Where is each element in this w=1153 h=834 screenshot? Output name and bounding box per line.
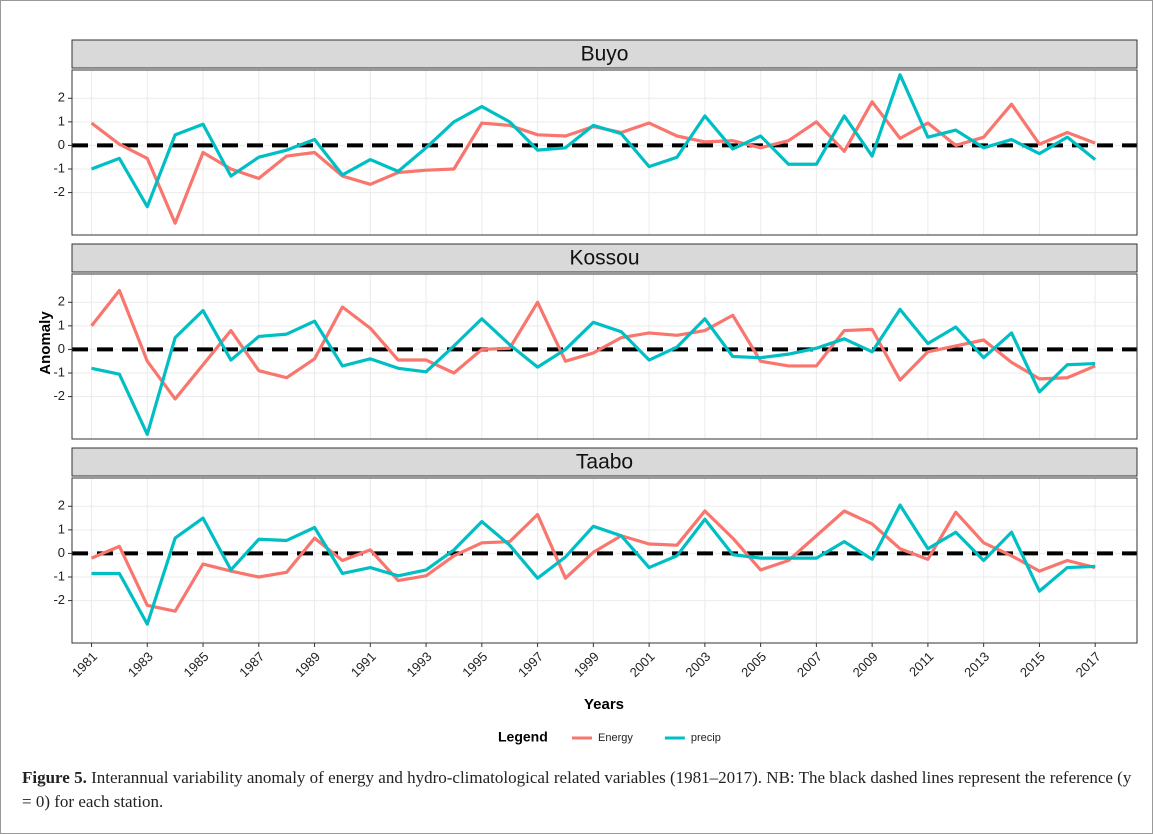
- x-tick-label: 2011: [906, 649, 936, 679]
- series-line: [91, 503, 1096, 626]
- x-tick-label: 1985: [181, 649, 212, 680]
- y-tick-label: 2: [58, 294, 65, 309]
- x-tick-label: 1999: [571, 649, 602, 680]
- facet-title: Taabo: [576, 451, 633, 474]
- legend-label: Energy: [598, 732, 633, 744]
- facet-strip: [71, 447, 1138, 477]
- x-tick-label: 1993: [404, 649, 435, 680]
- y-tick-label: -1: [53, 364, 65, 379]
- facet-strip: [71, 39, 1138, 69]
- panel-background: [72, 70, 1137, 235]
- legend-title: Legend: [498, 729, 548, 745]
- y-tick-label: -2: [53, 592, 65, 607]
- x-tick-label: 2013: [961, 649, 992, 680]
- y-tick-label: -1: [53, 160, 65, 175]
- y-tick-label: 2: [58, 498, 65, 513]
- series-line: [90, 73, 1097, 209]
- x-tick-label: 2005: [738, 649, 769, 680]
- caption: Figure 5. Interannual variability anomal…: [22, 766, 1132, 814]
- y-tick-label: 0: [58, 137, 65, 152]
- x-tick-label: 1995: [459, 649, 490, 680]
- y-tick-label: 1: [58, 521, 65, 536]
- caption-label: Figure 5.: [22, 768, 87, 787]
- x-tick-label: 2001: [627, 649, 658, 680]
- y-tick-label: 0: [58, 341, 65, 356]
- facet-strip: [71, 243, 1138, 273]
- panel-border: [71, 273, 1138, 440]
- panel-background: [72, 274, 1137, 439]
- x-axis-label: Years: [584, 696, 624, 713]
- x-tick-label: 1989: [292, 649, 323, 680]
- y-tick-label: -2: [53, 184, 65, 199]
- panel-border: [71, 69, 1138, 236]
- x-tick-label: 2015: [1017, 649, 1048, 680]
- series-line: [91, 307, 1096, 436]
- x-tick-label: 1991: [348, 649, 379, 680]
- y-tick-label: -1: [53, 568, 65, 583]
- y-tick-label: 1: [58, 113, 65, 128]
- x-tick-label: 2003: [682, 649, 713, 680]
- y-axis-label: Anomaly: [37, 311, 54, 375]
- panel-border: [71, 477, 1138, 644]
- y-tick-label: 2: [58, 90, 65, 105]
- facet-title: Buyo: [581, 43, 629, 66]
- y-tick-label: 1: [58, 317, 65, 332]
- x-tick-label: 1987: [236, 649, 267, 680]
- caption-text: Interannual variability anomaly of energ…: [22, 768, 1132, 811]
- y-tick-label: 0: [58, 545, 65, 560]
- series-line: [90, 509, 1096, 613]
- legend-label: precip: [691, 732, 721, 744]
- y-tick-label: -2: [53, 388, 65, 403]
- series-line: [90, 288, 1096, 401]
- chart: Anomaly Years Legend Buyo -2 -1 0 1 2 Kossou -2…: [37, 39, 1138, 745]
- x-tick-label: 2017: [1073, 649, 1104, 680]
- x-tick-label: 1981: [69, 649, 100, 680]
- x-tick-label: 2007: [794, 649, 825, 680]
- facet-title: Kossou: [569, 247, 639, 270]
- panel-background: [72, 478, 1137, 643]
- x-tick-label: 1983: [125, 649, 156, 680]
- x-tick-label: 1997: [515, 649, 546, 680]
- x-tick-label: 2009: [850, 649, 881, 680]
